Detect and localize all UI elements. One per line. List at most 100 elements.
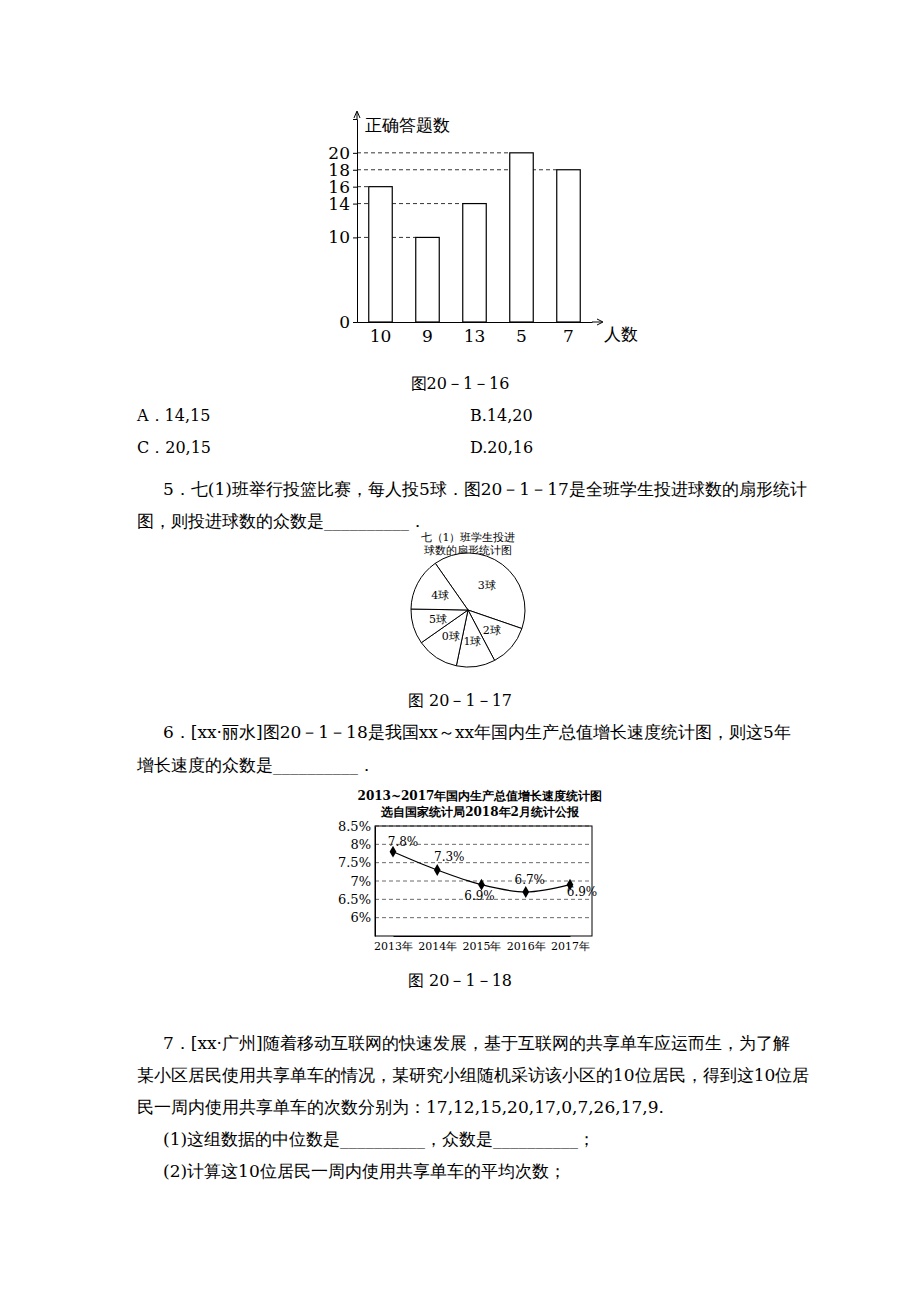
tick-mark [353,204,357,205]
slice-label: 2球 [483,624,501,637]
line [393,852,570,892]
tick: 6.5% [338,892,375,907]
axis-line [358,322,593,323]
tick: 2013年 [374,936,413,953]
tick: 13 [464,322,486,346]
tick: 6% [350,910,375,925]
tick-label: 7.5% [338,855,371,870]
axis-line [375,827,376,937]
axis-title: 人数 [604,324,638,344]
slice [411,609,468,643]
tick: 7% [350,874,375,889]
line-chart: 2013~2017年国内生产总值增长速度统计图选自国家统计局2018年2月统计公… [338,789,602,953]
question-line: (1)这组数据的中位数是__________，众数是__________； [163,1129,595,1149]
chart-title: 七（1）班学生投进 [421,531,516,544]
data-label: 7.3% [434,850,465,864]
slice [411,563,468,610]
slice-label: 5球 [429,613,447,626]
figure-caption: 图 20－1－18 [408,971,512,990]
question-line: (2)计算这10位居民一周内使用共享单车的平均次数； [163,1161,566,1181]
data-label: 6.9% [567,885,598,899]
data-label: 7.8% [388,835,419,849]
tick: 8% [350,837,375,852]
axis-line [353,120,358,323]
slice-label: 1球 [463,635,481,648]
slice-label: 4球 [431,589,449,602]
tick-label: 13 [464,326,486,346]
tick: 8.5% [338,819,375,834]
question-line: 某小区居民使用共享单车的情况，某研究小组随机采访该小区的10位居民，得到这10位… [137,1065,809,1085]
tick: 7 [563,322,574,346]
question-line: 图，则投进球数的众数是__________． [137,511,426,531]
tick: 0 [339,312,357,332]
page: 010141618201091357正确答题数人数七（1）班学生投进球数的扇形统… [0,0,920,1302]
option: D.20,16 [470,438,533,457]
grid-line [375,881,592,882]
figure-caption: 图20－1－16 [411,374,510,393]
data-label: 6.9% [464,889,495,903]
background [0,0,920,1302]
tick-label: 2015年 [463,940,502,953]
option: B.14,20 [470,406,533,425]
slice-label: 0球 [442,630,460,643]
tick-label: 0 [339,312,350,332]
axis-line [394,936,571,937]
bar [369,187,393,322]
tick-label: 5 [516,326,527,346]
tick: 2017年 [551,936,590,953]
tick-label: 20 [328,143,350,163]
grid-line [375,917,592,918]
tick: 9 [422,322,433,346]
tick: 10 [370,322,392,346]
tick-label: 6.5% [338,892,371,907]
marker [434,864,441,876]
plot-frame [375,826,592,936]
tick-label: 2016年 [507,940,546,953]
tick: 2015年 [463,936,502,953]
tick-label: 6% [350,910,371,925]
tick: 10 [328,227,357,247]
tick-label: 7 [563,326,574,346]
tick-label: 2017年 [551,940,590,953]
tick-mark [353,170,357,171]
tick: 2014年 [418,936,457,953]
chart-subtitle: 选自国家统计局2018年2月统计公报 [380,805,580,819]
question-line: 6．[xx·丽水]图20－1－18是我国xx～xx年国内生产总值增长速度统计图，… [163,722,791,742]
question-line: 民一周内使用共享单车的次数分别为：17,12,15,20,17,0,7,26,1… [137,1097,664,1117]
option: A．14,15 [136,406,210,425]
bar [557,170,581,322]
bar [416,237,440,322]
pie-chart: 七（1）班学生投进球数的扇形统计图3球2球1球0球5球4球 [411,531,525,667]
bar [510,153,534,322]
tick: 5 [516,322,527,346]
question-line: 5．七(1)班举行投篮比赛，每人投5球．图20－1－17是全班学生投进球数的扇形… [163,479,807,499]
tick-mark [353,322,357,323]
tick-label: 7% [350,874,371,889]
tick-label: 9 [422,326,433,346]
slice-label: 3球 [478,579,496,592]
tick-label: 8.5% [338,819,371,834]
bar [463,204,487,322]
tick-mark [353,187,357,188]
data-label: 6.7% [515,873,546,887]
tick-label: 10 [328,227,350,247]
tick-label: 2013年 [374,940,413,953]
axis-title: 正确答题数 [365,115,450,135]
tick: 7.5% [338,855,375,870]
tick: 20 [328,143,357,163]
bar-chart: 010141618201091357正确答题数人数 [328,111,638,346]
tick-mark [353,237,357,238]
tick-label: 8% [350,837,371,852]
grid-line [375,862,592,863]
guide-line [357,186,369,187]
figure-caption: 图 20－1－17 [408,691,512,710]
option: C．20,15 [137,438,211,457]
tick-mark [353,153,357,154]
question-line: 7．[xx·广州]随着移动互联网的快速发展，基于互联网的共享单车应运而生，为了解 [163,1033,790,1053]
guide-line [357,152,510,153]
chart-title: 2013~2017年国内生产总值增长速度统计图 [358,789,603,803]
axis-arrow [354,111,603,325]
tick: 2016年 [507,936,546,953]
marker [522,886,529,898]
plot-area [357,153,580,322]
